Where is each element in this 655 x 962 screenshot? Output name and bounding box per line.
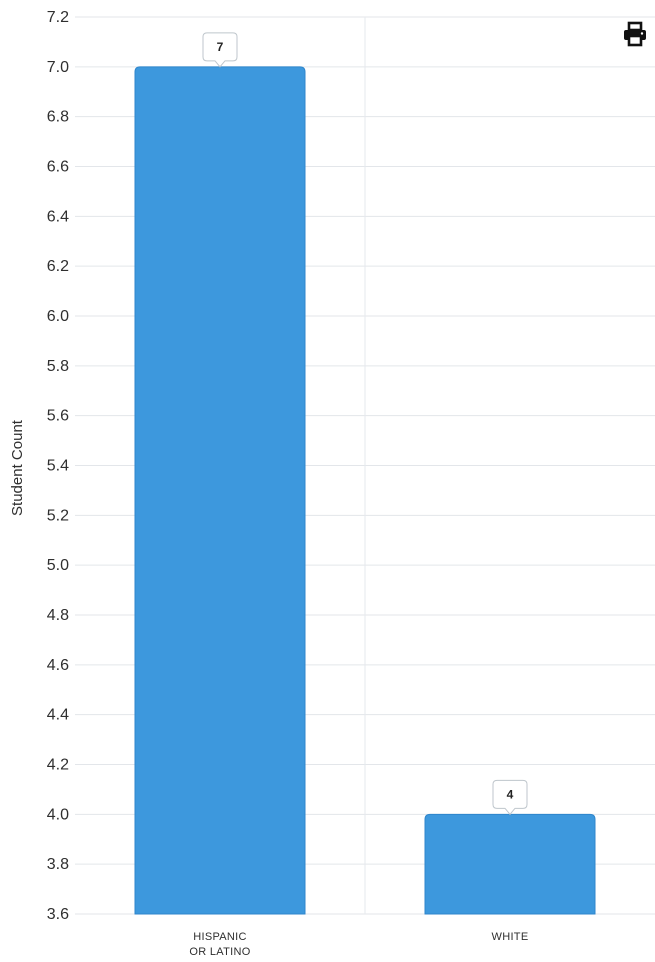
y-tick-label: 5.0 xyxy=(47,557,69,574)
bar[interactable] xyxy=(424,813,596,915)
y-tick-label: 4.4 xyxy=(47,707,69,724)
y-tick-label: 4.0 xyxy=(47,806,69,823)
y-tick-label: 6.0 xyxy=(47,308,69,325)
bar[interactable] xyxy=(134,66,306,915)
data-label: 4 xyxy=(507,787,514,801)
y-tick-label: 5.6 xyxy=(47,408,69,425)
y-tick-label: 6.8 xyxy=(47,109,69,126)
data-label: 7 xyxy=(217,40,224,54)
x-category-label: WHITE xyxy=(492,931,529,943)
x-axis-categories: HISPANIC OR LATINO WHITE xyxy=(189,931,528,958)
data-labels: 74 xyxy=(202,32,528,816)
y-tick-label: 3.8 xyxy=(47,856,69,873)
y-tick-label: 7.2 xyxy=(47,9,69,26)
y-axis-title: Student Count xyxy=(9,419,26,516)
x-category-label: HISPANIC OR LATINO xyxy=(189,931,250,958)
data-label-callout xyxy=(202,32,238,68)
y-tick-label: 5.4 xyxy=(47,458,69,475)
y-tick-label: 5.2 xyxy=(47,507,69,524)
y-tick-label: 3.6 xyxy=(47,906,69,923)
y-tick-label: 4.8 xyxy=(47,607,69,624)
y-tick-label: 6.6 xyxy=(47,159,69,176)
y-tick-label: 6.4 xyxy=(47,208,69,225)
y-tick-label: 5.8 xyxy=(47,358,69,375)
y-tick-label: 4.6 xyxy=(47,657,69,674)
y-tick-label: 6.2 xyxy=(47,258,69,275)
printer-icon xyxy=(624,21,646,47)
bars xyxy=(134,66,596,915)
y-tick-label: 7.0 xyxy=(47,59,69,76)
print-button[interactable] xyxy=(621,20,649,48)
data-label-callout xyxy=(492,779,528,816)
y-axis-ticks: 3.6 3.8 4.0 4.2 4.4 4.6 4.8 5.0 5.2 5.4 5.6 5.8 6.0 6… xyxy=(47,9,69,923)
y-tick-label: 4.2 xyxy=(47,757,69,774)
